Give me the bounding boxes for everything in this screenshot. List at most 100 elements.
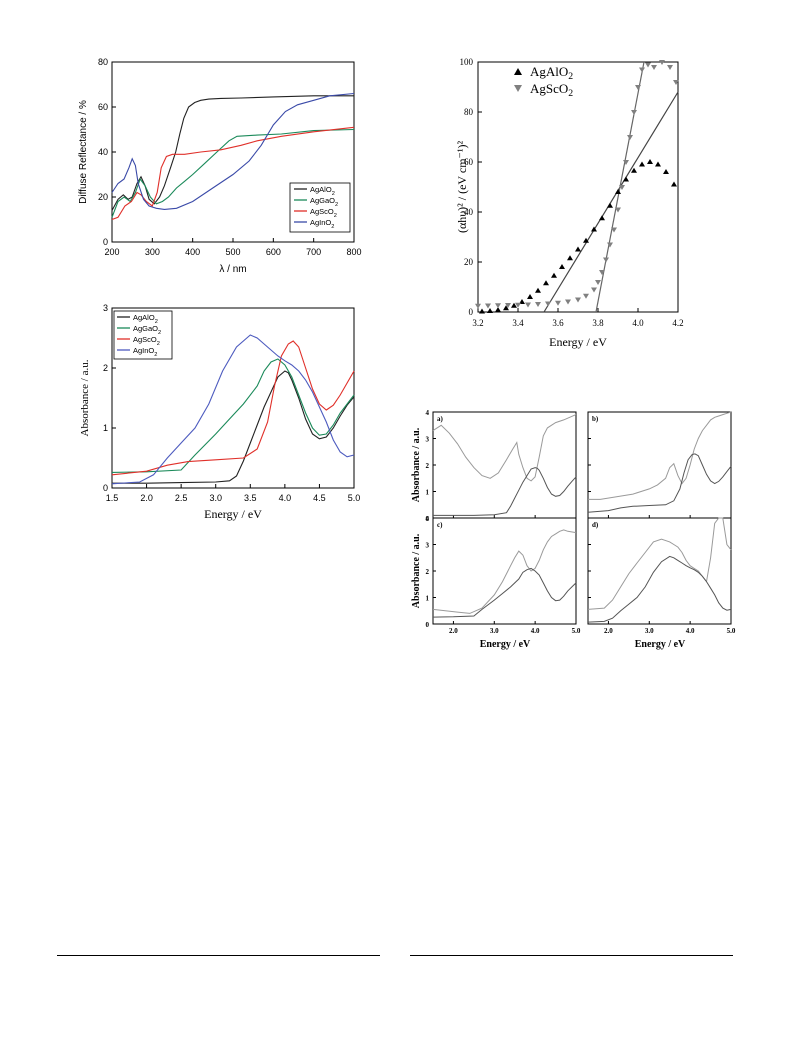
y-axis-label: (αhυ)² / (eV cm⁻¹)² [455, 141, 469, 234]
y-tick-label: 40 [464, 207, 474, 217]
series-line [432, 529, 577, 614]
data-point [575, 297, 581, 303]
y-tick-label: 2 [426, 462, 430, 470]
data-point [607, 242, 613, 248]
data-point [503, 305, 509, 311]
x-axis-label: Energy / eV [635, 639, 686, 650]
data-point [583, 237, 589, 243]
data-point [599, 215, 605, 221]
y-tick-label: 4 [426, 515, 430, 523]
data-point [659, 60, 665, 65]
y-tick-label: 20 [464, 257, 474, 267]
legend-entry: AgGaO2 [133, 324, 161, 336]
y-tick-label: 80 [98, 57, 108, 67]
y-tick-label: 0 [426, 621, 430, 629]
data-point [479, 308, 485, 314]
fit-line [543, 91, 679, 313]
y-tick-label: 20 [98, 192, 108, 202]
x-tick-label: 4.0 [531, 627, 540, 635]
data-point [623, 160, 629, 165]
data-point [635, 85, 641, 90]
series-line [432, 414, 577, 482]
data-point [487, 308, 493, 313]
data-point [485, 303, 491, 309]
legend-entry: AgAlO2 [530, 64, 573, 82]
x-tick-label: 3.0 [645, 627, 654, 635]
series-line [111, 95, 354, 211]
data-point [555, 300, 561, 306]
data-point [495, 307, 501, 312]
x-tick-label: 800 [346, 247, 361, 257]
data-point [623, 176, 629, 182]
x-tick-label: 300 [145, 247, 160, 257]
legend-entry: AgScO2 [530, 81, 573, 99]
data-point [591, 226, 597, 232]
data-point [559, 264, 565, 269]
data-point [651, 65, 657, 70]
data-point [667, 65, 673, 70]
data-point [575, 246, 581, 252]
data-point [673, 80, 679, 85]
y-axis-label: Absorbance / a.u. [411, 427, 422, 502]
x-tick-label: 2.0 [449, 627, 458, 635]
data-point [611, 227, 617, 233]
y-tick-label: 60 [464, 157, 474, 167]
x-tick-label: 2.0 [140, 493, 153, 503]
panel-frame [587, 411, 732, 519]
x-tick-label: 3.6 [552, 318, 564, 328]
y-tick-label: 80 [464, 107, 474, 117]
data-point [495, 303, 501, 309]
legend-box [289, 182, 351, 233]
x-tick-label: 3.4 [512, 318, 524, 328]
data-point [671, 181, 677, 187]
y-tick-label: 1 [426, 489, 430, 497]
series-line [111, 358, 355, 473]
data-point [565, 299, 571, 305]
series-line [587, 517, 732, 610]
series-line [112, 370, 355, 484]
x-axis-label: Energy / eV [204, 507, 262, 521]
series-line [588, 411, 732, 500]
data-point [645, 62, 651, 68]
data-point [527, 294, 533, 299]
footer-rule-right [410, 955, 733, 956]
data-point [595, 280, 601, 285]
data-point [535, 302, 541, 307]
panel-frame [432, 411, 577, 519]
legend-marker [514, 85, 522, 92]
series-line [433, 467, 577, 516]
data-point [639, 67, 645, 73]
x-tick-label: 3.8 [592, 318, 604, 328]
legend-entry: AgScO2 [310, 207, 337, 219]
panel-label: c) [437, 521, 443, 529]
data-point [535, 287, 541, 293]
x-tick-label: 5.0 [727, 627, 736, 635]
data-point [505, 303, 511, 308]
legend-box [113, 310, 173, 360]
x-tick-label: 2.0 [604, 627, 613, 635]
fit-line [595, 61, 645, 313]
data-point [511, 302, 517, 308]
data-point [545, 301, 551, 307]
data-point [615, 207, 621, 213]
data-point [475, 303, 481, 309]
data-point [603, 257, 609, 263]
y-axis-label: Diffuse Reflectance / % [78, 100, 89, 204]
series-line [587, 555, 732, 623]
x-tick-label: 4.2 [672, 318, 683, 328]
data-point [525, 302, 531, 308]
legend-entry: AgGaO2 [310, 196, 338, 208]
data-point [627, 135, 633, 140]
y-tick-label: 3 [426, 436, 430, 444]
data-point [599, 270, 605, 275]
legend-entry: AgScO2 [133, 335, 160, 347]
series-line [111, 340, 355, 476]
y-tick-label: 0 [469, 307, 474, 317]
legend-entry: AgAlO2 [310, 185, 335, 197]
x-tick-label: 200 [104, 247, 119, 257]
y-tick-label: 3 [426, 542, 430, 550]
data-point [655, 161, 661, 167]
